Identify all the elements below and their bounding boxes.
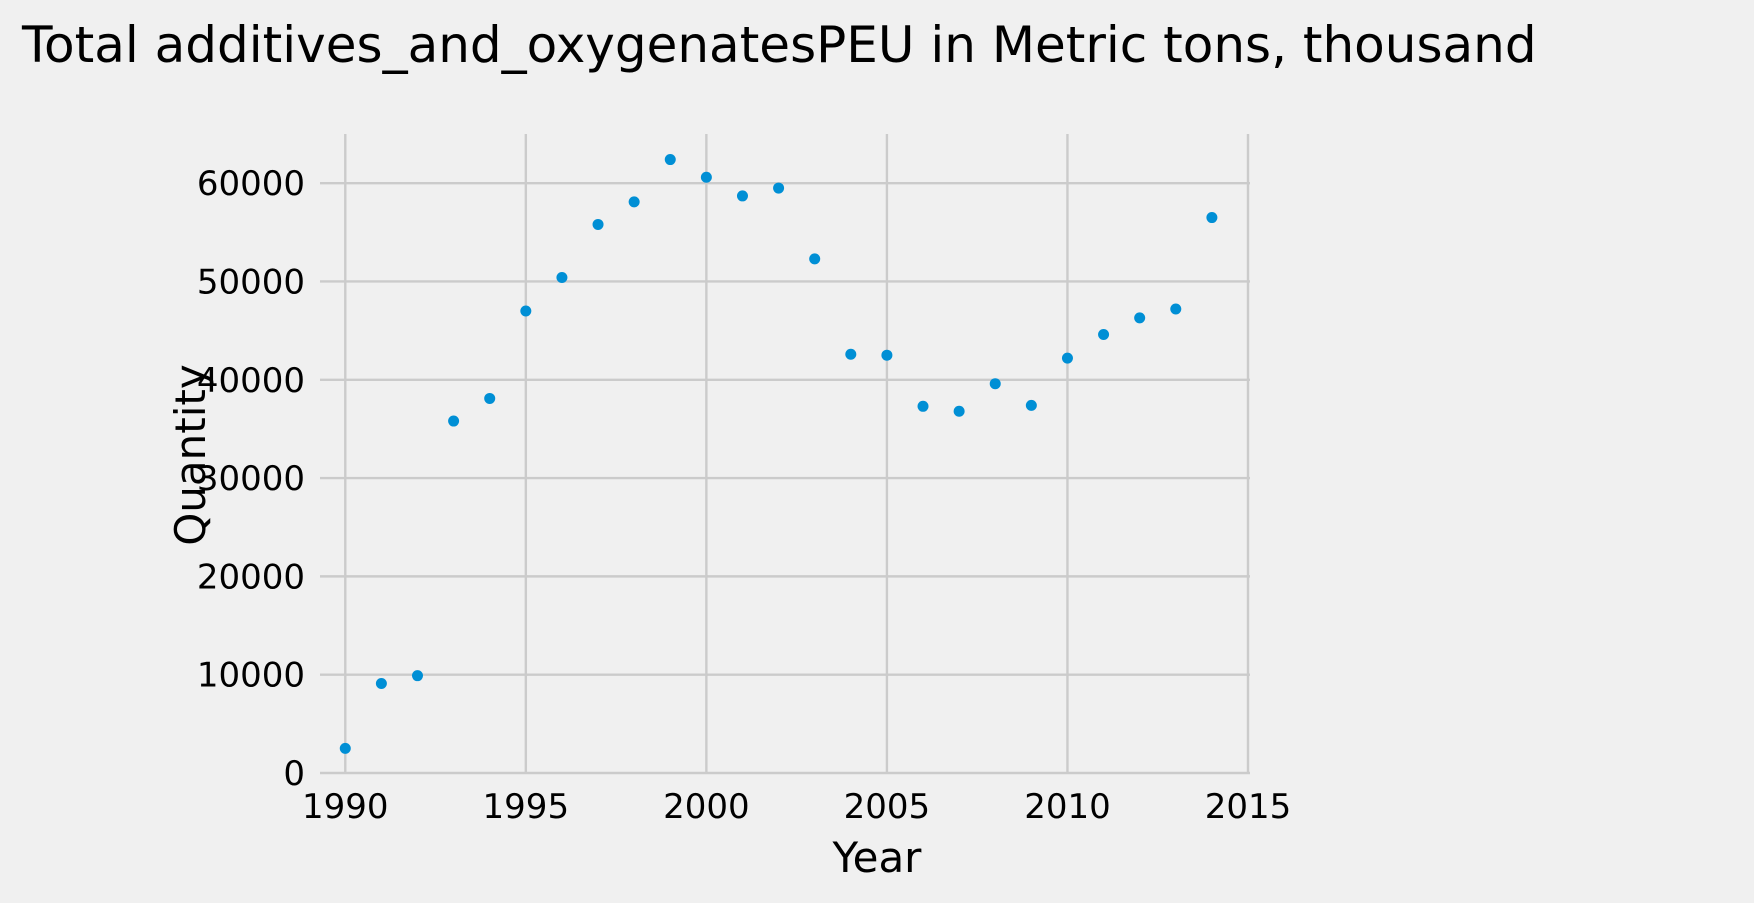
data-point	[1134, 312, 1146, 324]
x-axis-label: Year	[832, 833, 923, 882]
data-point	[736, 190, 748, 202]
data-point	[375, 678, 387, 690]
x-tick-label: 2015	[1205, 787, 1292, 827]
data-point	[953, 405, 965, 417]
x-tick-label: 1990	[302, 787, 389, 827]
data-point	[917, 400, 929, 412]
y-tick-label: 0	[283, 754, 305, 794]
x-tick-label: 1995	[483, 787, 570, 827]
data-point	[411, 670, 423, 682]
y-axis-label: Quantity	[166, 364, 215, 546]
y-tick-label: 10000	[197, 656, 305, 696]
data-point	[1061, 352, 1073, 364]
x-tick-label: 2005	[844, 787, 931, 827]
y-tick-label: 40000	[197, 361, 305, 401]
x-tick-label: 2010	[1024, 787, 1111, 827]
data-points	[339, 154, 1218, 754]
data-point	[448, 415, 460, 427]
y-tick-label: 50000	[197, 262, 305, 302]
data-point	[520, 305, 532, 317]
data-point	[556, 272, 568, 284]
y-tick-label: 20000	[197, 557, 305, 597]
data-point	[1206, 212, 1218, 224]
data-point	[773, 182, 785, 194]
data-point	[484, 392, 496, 404]
y-tick-label: 60000	[197, 164, 305, 204]
data-point	[881, 349, 893, 361]
y-axis-ticks: 0 10000 20000 30000 40000 50000 60000	[197, 164, 305, 794]
data-point	[700, 171, 712, 183]
x-axis-ticks: 1990 1995 2000 2005 2010 2015	[302, 787, 1291, 827]
data-point	[1170, 303, 1182, 315]
data-point	[628, 196, 640, 208]
data-point	[339, 742, 351, 754]
data-point	[845, 348, 857, 360]
x-tick-label: 2000	[663, 787, 750, 827]
y-tick-label: 30000	[197, 459, 305, 499]
data-point	[1025, 399, 1037, 411]
data-point	[592, 218, 604, 230]
chart-title: Total additives_and_oxygenatesPEU in Met…	[21, 16, 1537, 74]
data-point	[989, 378, 1001, 390]
data-point	[664, 154, 676, 166]
grid	[320, 134, 1250, 775]
data-point	[1098, 329, 1110, 341]
data-point	[809, 253, 821, 265]
